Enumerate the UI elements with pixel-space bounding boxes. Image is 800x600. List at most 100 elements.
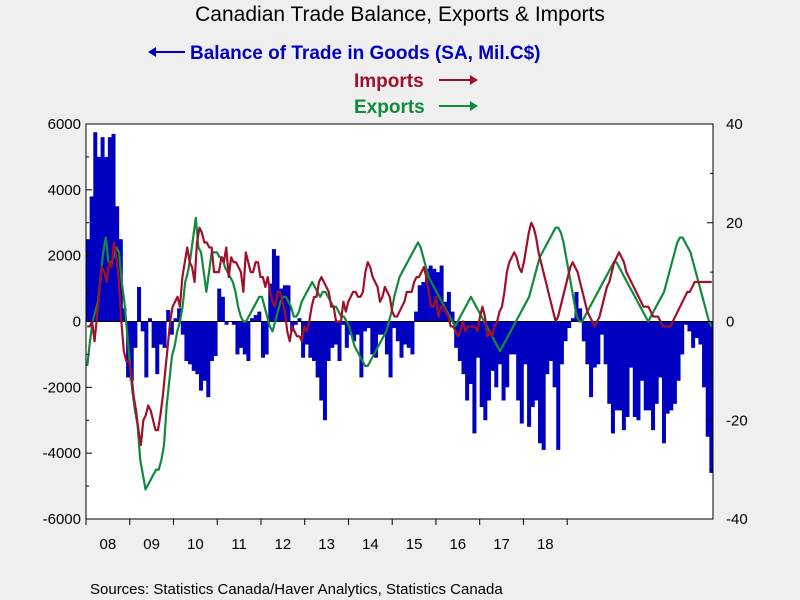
- balance-bar: [501, 321, 506, 401]
- balance-bar: [224, 321, 229, 325]
- balance-bar: [519, 321, 524, 424]
- balance-bar: [166, 309, 171, 322]
- balance-bar: [184, 321, 189, 361]
- balance-bar: [235, 321, 240, 355]
- balance-bar: [629, 321, 634, 368]
- balance-bar: [589, 321, 594, 398]
- balance-bar: [195, 321, 200, 375]
- balance-bar: [614, 321, 619, 411]
- balance-bar: [632, 321, 637, 417]
- balance-bar: [694, 321, 699, 338]
- left-tick-label: 4000: [48, 182, 81, 199]
- right-tick-label: 40: [726, 116, 743, 133]
- balance-bar: [508, 321, 513, 355]
- balance-bar: [220, 296, 225, 322]
- balance-bar: [93, 132, 98, 322]
- balance-bar: [173, 318, 178, 322]
- line-series: [86, 216, 713, 491]
- left-tick-label: -6000: [43, 511, 81, 528]
- balance-bar: [574, 291, 579, 322]
- balance-bar: [552, 321, 557, 388]
- balance-bar: [603, 321, 608, 365]
- x-axis: 08 09 10 11 12 13 14 15 16 17 18: [85, 519, 568, 553]
- balance-bar: [647, 321, 652, 411]
- balance-bar: [636, 321, 641, 421]
- balance-bar: [202, 321, 207, 381]
- legend: Balance of Trade in Goods (SA, Mil.C$) I…: [148, 43, 541, 118]
- balance-bar: [177, 308, 182, 322]
- balance-bar: [702, 321, 707, 388]
- balance-bar: [414, 311, 419, 322]
- balance-bar: [260, 321, 265, 358]
- left-tick-label: 0: [73, 314, 81, 331]
- balance-bar: [144, 321, 149, 378]
- x-tick-label: 13: [318, 536, 335, 553]
- legend-balance-arrowhead: [148, 47, 156, 57]
- balance-bar: [567, 321, 572, 329]
- right-tick-label: 0: [726, 314, 734, 331]
- balance-bar: [242, 321, 247, 355]
- balance-bar: [545, 321, 550, 375]
- balance-bar: [709, 321, 714, 473]
- balance-bar: [162, 321, 167, 348]
- legend-balance-label: Balance of Trade in Goods (SA, Mil.C$): [190, 43, 541, 64]
- balance-bar: [625, 321, 630, 417]
- balance-bar: [333, 321, 338, 345]
- source-note: Sources: Statistics Canada/Haver Analyti…: [90, 581, 503, 598]
- legend-exports-label: Exports: [354, 97, 425, 118]
- balance-bar: [486, 321, 491, 401]
- x-tick-label: 16: [449, 536, 466, 553]
- balance-bar: [137, 286, 142, 322]
- balance-bar: [556, 321, 561, 450]
- x-tick-label: 09: [143, 536, 160, 553]
- balance-bar: [680, 321, 685, 355]
- balance-bar: [399, 321, 404, 358]
- balance-bar: [446, 291, 451, 322]
- balance-bar: [388, 321, 393, 378]
- balance-bar: [133, 321, 138, 348]
- balance-bar: [359, 321, 364, 378]
- balance-bar: [530, 321, 535, 408]
- balance-bar: [250, 318, 255, 322]
- balance-bar: [268, 283, 273, 322]
- left-tick-label: 6000: [48, 116, 81, 133]
- balance-bar: [585, 321, 590, 365]
- balance-bar: [352, 321, 357, 342]
- balance-bar: [308, 321, 313, 358]
- left-tick-label: 2000: [48, 248, 81, 265]
- balance-bar: [476, 321, 481, 358]
- right-tick-label: -40: [726, 511, 748, 528]
- balance-bar: [457, 321, 462, 361]
- balance-bar: [592, 321, 597, 368]
- balance-bar: [151, 321, 156, 348]
- balance-bar: [512, 321, 517, 355]
- balance-bar: [698, 321, 703, 345]
- balance-bar: [665, 321, 670, 414]
- balance-bar: [610, 321, 615, 434]
- balance-bar: [370, 321, 375, 355]
- balance-bar: [140, 321, 145, 332]
- balance-bar: [392, 321, 397, 329]
- balance-bar: [355, 321, 360, 335]
- balance-bar: [527, 321, 532, 427]
- balance-bar: [563, 321, 568, 342]
- balance-bar: [341, 321, 346, 325]
- balance-bar: [86, 239, 90, 322]
- balance-bar: [199, 321, 204, 391]
- balance-bar: [548, 321, 553, 361]
- balance-bar: [100, 137, 105, 322]
- balance-bar: [683, 321, 688, 325]
- legend-exports: Exports: [354, 97, 478, 118]
- balance-bar: [505, 321, 510, 388]
- left-axis: 6000 4000 2000 0 -2000 -4000 -6000: [43, 116, 92, 528]
- balance-bar: [661, 321, 666, 444]
- balance-bar: [705, 321, 710, 437]
- x-tick-label: 10: [187, 536, 204, 553]
- balance-bar: [169, 321, 174, 335]
- balance-bar: [654, 321, 659, 404]
- balance-bar: [297, 318, 302, 322]
- balance-bar: [337, 321, 342, 361]
- balance-bar: [691, 321, 696, 348]
- balance-bar: [687, 321, 692, 332]
- balance-bar: [312, 321, 317, 361]
